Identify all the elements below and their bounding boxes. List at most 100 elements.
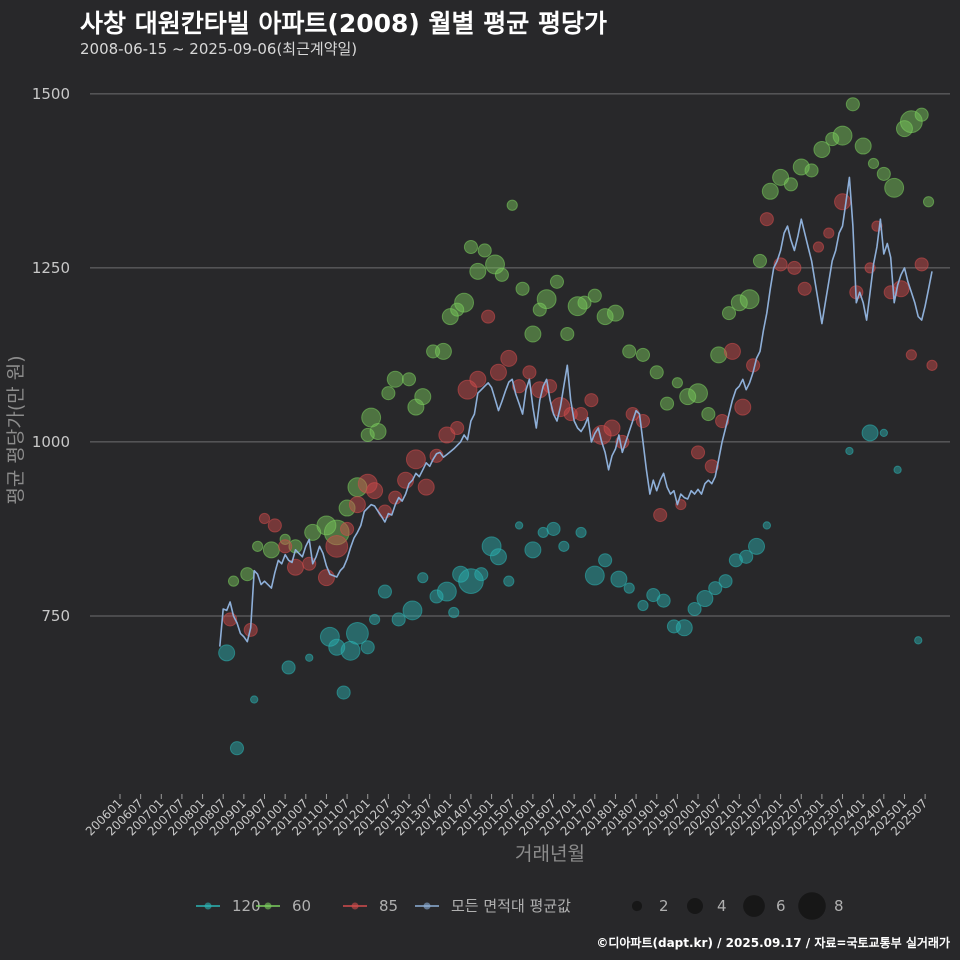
scatter-point-120 (229, 741, 245, 756)
scatter-point-85 (834, 193, 852, 211)
scatter-point-60 (606, 304, 624, 322)
scatter-point-120 (281, 660, 296, 675)
scatter-point-85 (574, 407, 589, 422)
scatter-point-85 (397, 471, 415, 489)
scatter-point-60 (469, 262, 487, 280)
y-tick-label: 1250 (32, 259, 70, 277)
scatter-point-85 (926, 359, 938, 371)
y-tick-label: 1000 (32, 433, 70, 451)
scatter-point-85 (734, 398, 752, 416)
scatter-point-120 (687, 601, 702, 617)
legend-label: 85 (379, 897, 398, 915)
scatter-point-85 (317, 569, 335, 587)
scatter-point-60 (922, 196, 935, 208)
scatter-point-60 (567, 296, 588, 317)
scatter-point-60 (671, 377, 683, 389)
scatter-point-85 (914, 257, 929, 272)
scatter-point-85 (388, 490, 403, 505)
scatter-point-120 (336, 685, 351, 700)
legend-layer: 120 60 85 모든 면적대 평균값 2 4 6 8 (196, 892, 844, 920)
scatter-point-60 (876, 166, 891, 181)
scatter-point-60 (867, 157, 880, 170)
scatter-point-120 (558, 540, 570, 552)
scatter-point-60 (832, 125, 853, 146)
scatter-point-120 (623, 582, 635, 594)
scatter-point-60 (401, 372, 417, 387)
scatter-point-120 (436, 581, 457, 602)
scatter-point-120 (675, 619, 693, 637)
scatter-point-60 (635, 347, 651, 362)
scatter-point-85 (405, 449, 426, 470)
scatter-point-60 (761, 182, 779, 200)
scatter-point-85 (325, 534, 349, 558)
scatter-point-120 (893, 465, 902, 474)
scatter-point-120 (458, 568, 484, 595)
scatter-point-60 (262, 541, 280, 559)
scatter-point-60 (407, 398, 425, 416)
legend-key-dot (351, 902, 359, 910)
scatter-point-60 (660, 396, 675, 411)
scatter-point-60 (739, 289, 760, 310)
scatter-point-60 (710, 346, 728, 364)
scatter-point-85 (481, 309, 496, 324)
scatter-point-120 (598, 553, 613, 568)
scatter-point-60 (524, 325, 542, 343)
scatter-point-60 (783, 177, 798, 192)
average-line (219, 176, 933, 647)
scatter-point-120 (610, 570, 628, 588)
scatter-point-120 (718, 574, 733, 589)
scatter-point-120 (728, 553, 743, 568)
series-layer (218, 97, 938, 756)
scatter-point-120 (845, 446, 854, 456)
legend-label: 120 (232, 897, 261, 915)
footer-credit: ©디아파트(dapt.kr) / 2025.09.17 / 자료=국토교통부 실… (596, 936, 950, 950)
size-legend-label: 8 (834, 897, 844, 915)
scatter-point-60 (721, 306, 737, 321)
scatter-point-85 (450, 420, 465, 436)
scatter-point-120 (861, 424, 879, 442)
legend-label: 60 (292, 897, 311, 915)
scatter-point-60 (914, 107, 929, 122)
scatter-point-85 (584, 393, 599, 408)
scatter-point-120 (739, 549, 754, 564)
scatter-point-120 (514, 521, 524, 530)
scatter-point-60 (549, 274, 565, 289)
scatter-point-120 (346, 621, 369, 645)
scatter-point-120 (696, 590, 714, 608)
scatter-point-60 (596, 308, 614, 326)
scatter-point-85 (302, 556, 317, 571)
scatter-point-85 (366, 482, 384, 500)
scatter-point-120 (250, 695, 259, 704)
scatter-point-85 (635, 413, 651, 429)
scatter-point-85 (905, 349, 917, 361)
scatter-point-120 (708, 581, 723, 596)
scatter-point-120 (448, 606, 460, 619)
axis-layer: 7501000125015002006012006072007012007072… (5, 85, 930, 865)
scatter-point-60 (288, 539, 303, 554)
y-tick-label: 1500 (32, 85, 70, 103)
legend-key-dot (264, 902, 272, 910)
scatter-point-60 (515, 281, 530, 296)
scatter-point-60 (577, 295, 592, 310)
scatter-point-120 (377, 584, 392, 599)
scatter-point-60 (494, 267, 509, 282)
scatter-point-120 (575, 526, 587, 539)
scatter-point-60 (688, 383, 708, 404)
scatter-point-120 (481, 536, 502, 557)
scatter-point-120 (429, 589, 444, 604)
scatter-point-120 (474, 567, 489, 582)
legend-key-dot (204, 902, 212, 910)
scatter-point-60 (560, 326, 575, 342)
scatter-point-60 (369, 422, 387, 440)
scatter-point-60 (536, 289, 557, 310)
scatter-point-60 (701, 407, 716, 422)
scatter-point-60 (477, 243, 492, 258)
scatter-point-60 (414, 388, 432, 406)
scatter-point-120 (762, 521, 771, 530)
scatter-point-85 (512, 379, 527, 394)
scatter-point-120 (369, 613, 381, 626)
scatter-point-120 (503, 575, 515, 587)
scatter-point-85 (348, 496, 366, 514)
scatter-point-60 (854, 137, 872, 155)
